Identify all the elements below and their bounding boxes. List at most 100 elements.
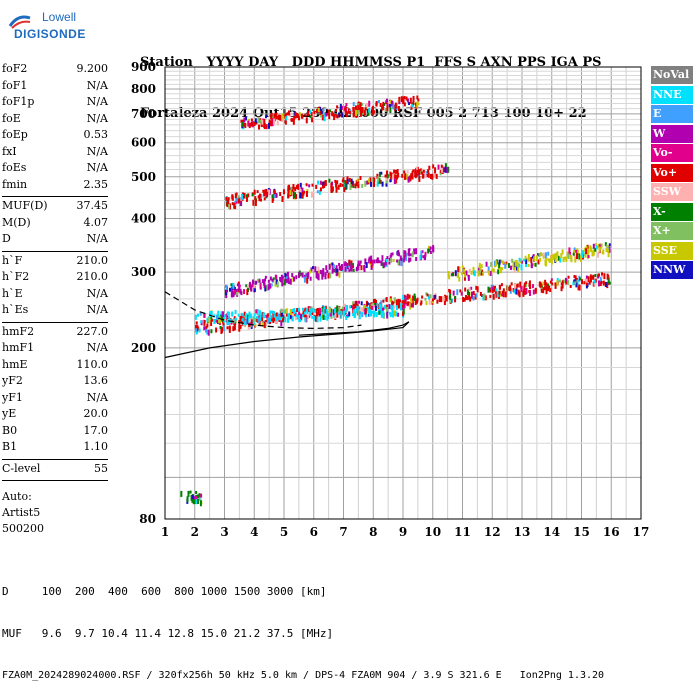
echo-point xyxy=(495,288,498,292)
echo-point xyxy=(245,313,248,320)
echo-point xyxy=(385,170,388,175)
echo-point xyxy=(461,265,464,269)
echo-point xyxy=(539,281,542,288)
echo-point xyxy=(340,310,343,315)
echo-point xyxy=(382,101,385,105)
echo-point xyxy=(231,286,234,293)
echo-point xyxy=(194,498,197,504)
x-tick-label: 9 xyxy=(399,525,407,539)
echo-point xyxy=(352,180,355,186)
echo-point xyxy=(339,103,342,110)
echo-point xyxy=(567,252,570,259)
param-name: fmin xyxy=(2,177,28,191)
echo-point xyxy=(299,182,302,189)
echo-point xyxy=(500,283,503,287)
plot-frame xyxy=(164,66,642,520)
trace-line xyxy=(164,291,362,330)
echo-point xyxy=(524,255,527,260)
echo-point xyxy=(320,114,323,118)
echo-point xyxy=(315,315,318,322)
echo-point xyxy=(416,297,419,302)
echo-point xyxy=(393,169,396,174)
echo-point xyxy=(472,296,475,301)
echo-point xyxy=(251,319,254,325)
echo-point xyxy=(254,200,257,207)
echo-point xyxy=(244,319,247,326)
echo-point xyxy=(589,277,592,283)
echo-point xyxy=(361,312,364,318)
x-tick-label: 11 xyxy=(454,525,471,539)
legend-item-w: W xyxy=(651,124,693,143)
echo-point xyxy=(518,263,521,268)
echo-point xyxy=(304,317,307,323)
echo-point xyxy=(377,303,380,310)
echo-point xyxy=(568,247,571,254)
param-row: MUF(D) 37.45 xyxy=(2,199,108,216)
echo-point xyxy=(406,293,409,300)
echo-point xyxy=(385,180,388,187)
echo-point xyxy=(381,105,384,111)
y-tick-label: 800 xyxy=(131,82,156,96)
param-value: N/A xyxy=(86,111,108,125)
echo-point xyxy=(398,101,401,105)
echo-point xyxy=(241,119,244,123)
echo-point xyxy=(309,276,312,281)
echo-point xyxy=(336,105,339,109)
echo-point xyxy=(464,294,467,300)
echo-point xyxy=(424,251,427,257)
echo-point xyxy=(569,255,572,260)
echo-point xyxy=(327,273,330,279)
echo-point xyxy=(583,281,586,285)
echo-point xyxy=(518,257,521,262)
echo-point xyxy=(233,324,236,330)
echo-point xyxy=(356,178,359,182)
echo-point xyxy=(407,101,410,105)
echo-point xyxy=(281,276,284,281)
echo-point xyxy=(271,114,274,121)
echo-point xyxy=(227,319,230,325)
echo-point xyxy=(392,175,395,179)
echo-point xyxy=(319,106,322,111)
echo-point xyxy=(512,261,515,268)
echo-point xyxy=(375,299,378,306)
echo-point xyxy=(344,305,347,309)
echo-point xyxy=(501,293,504,297)
echo-point xyxy=(361,102,364,106)
echo-point xyxy=(211,318,214,322)
echo-point xyxy=(256,315,259,319)
echo-point xyxy=(311,183,314,187)
echo-point xyxy=(352,309,355,315)
echo-point xyxy=(300,313,303,319)
echo-point xyxy=(367,306,370,313)
echo-point xyxy=(446,167,449,174)
echo-point xyxy=(359,106,362,113)
param-value: 2.35 xyxy=(83,177,109,191)
ionogram-chart: 1 2 3 4 5 6 7 8 9 10 11 12 13 14 15 16 17802003004005006… xyxy=(131,60,649,539)
echo-point xyxy=(333,269,336,273)
echo-point xyxy=(302,312,305,316)
echo-point xyxy=(371,305,374,310)
echo-point xyxy=(460,291,463,296)
y-tick-label: 300 xyxy=(131,265,156,279)
echo-point xyxy=(395,174,398,180)
echo-point xyxy=(277,313,280,320)
echo-point xyxy=(598,244,601,248)
param-name: hmF1 xyxy=(2,341,35,354)
echo-point xyxy=(293,307,296,314)
echo-point xyxy=(287,188,290,192)
echo-point xyxy=(406,174,409,181)
echo-point xyxy=(329,313,332,317)
echo-point xyxy=(509,266,512,271)
param-row: foF1 N/A xyxy=(2,79,108,96)
echo-point xyxy=(359,175,362,180)
echo-point xyxy=(401,304,404,309)
echo-point xyxy=(268,283,271,290)
echo-point xyxy=(504,263,507,269)
echo-point xyxy=(491,269,494,273)
echo-point xyxy=(499,267,502,274)
echo-point xyxy=(265,124,268,130)
y-tick-label: 500 xyxy=(131,170,156,184)
param-name: fxI xyxy=(2,144,17,158)
echo-point xyxy=(333,114,336,121)
echo-point xyxy=(585,275,588,279)
